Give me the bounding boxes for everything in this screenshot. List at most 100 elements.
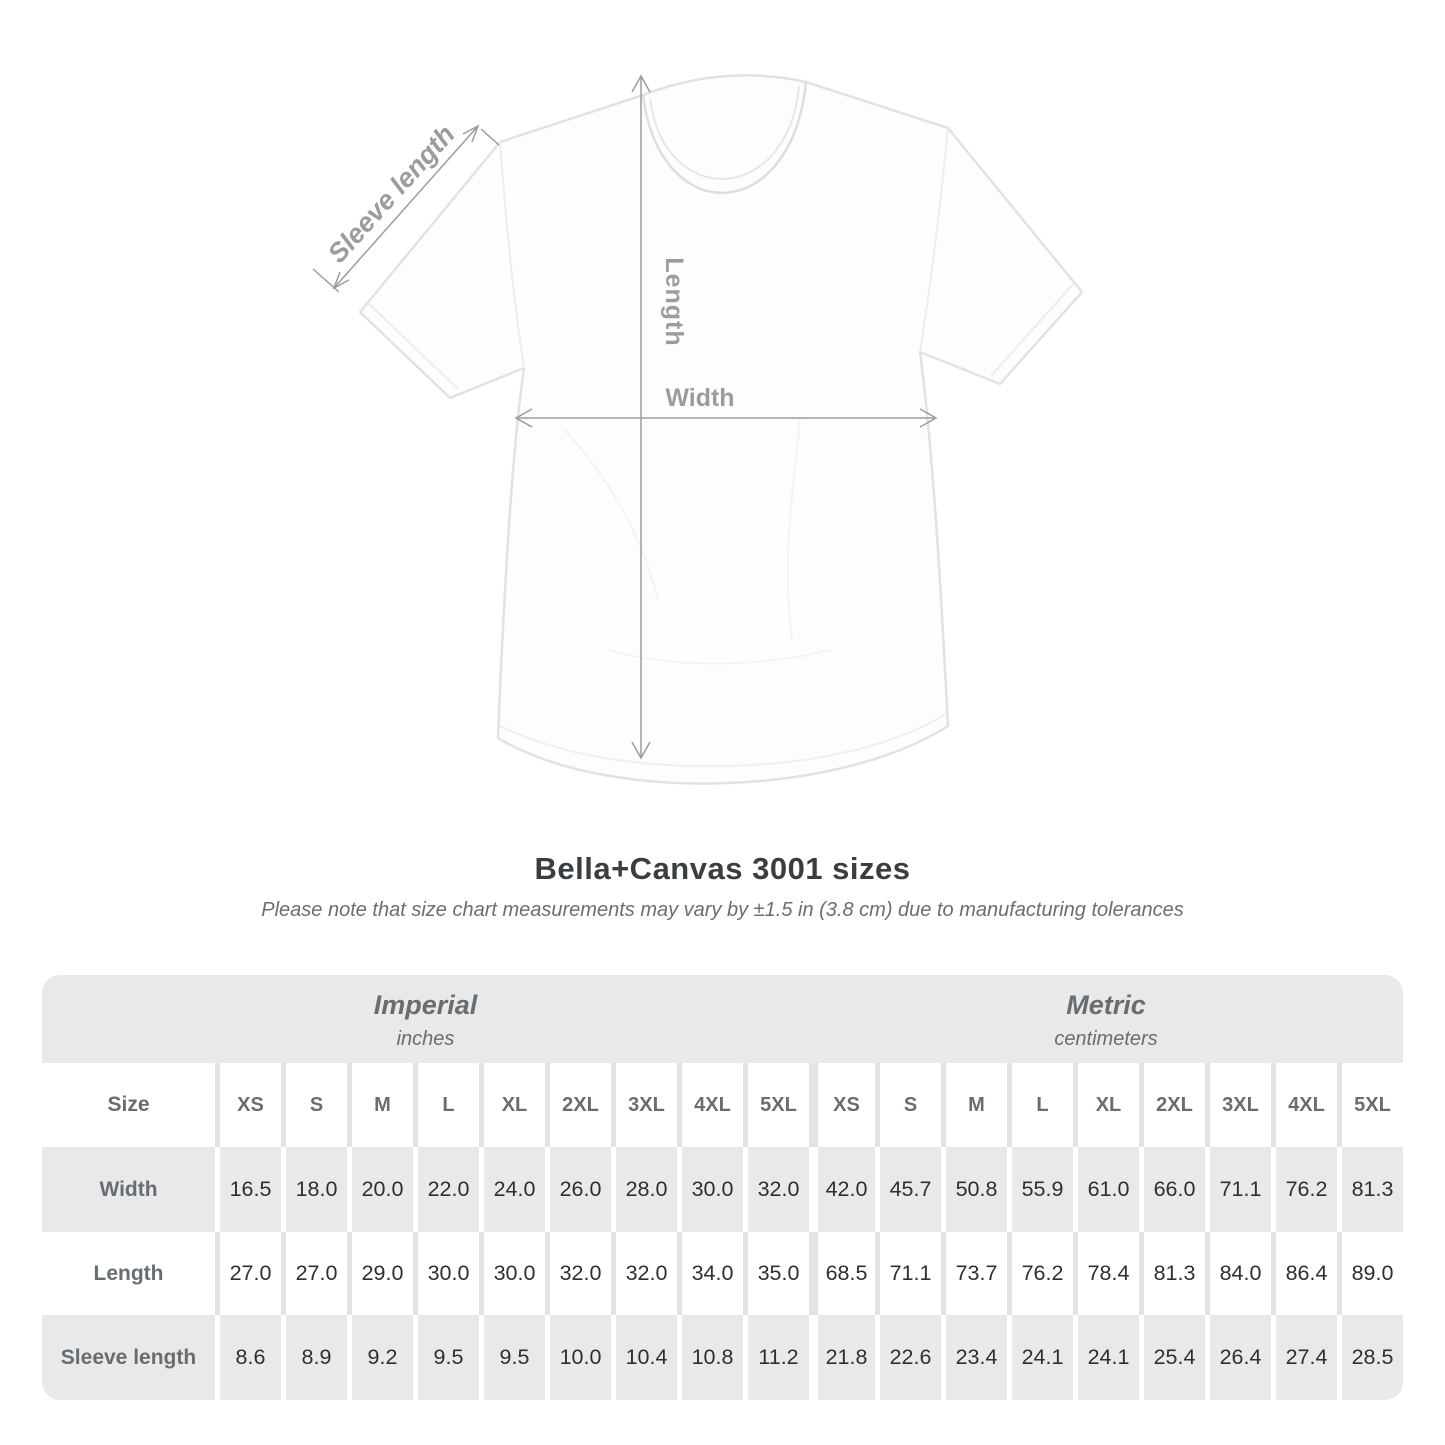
width-label: Width <box>665 384 734 412</box>
page-title: Bella+Canvas 3001 sizes <box>534 851 911 886</box>
value-cell: 81.3 <box>1139 1232 1205 1315</box>
value-cell: 61.0 <box>1073 1147 1139 1232</box>
value-cell: 23.4 <box>941 1315 1007 1400</box>
imperial-header-unit: inches <box>396 1027 455 1050</box>
row-label: Sleeve length <box>60 1345 197 1369</box>
value-cell: 78.4 <box>1073 1232 1139 1315</box>
value-cell: 30.0 <box>413 1232 479 1315</box>
value-cell: 9.5 <box>479 1315 545 1400</box>
left-sleeve-seam <box>499 141 525 369</box>
table-row: Length 27.0 27.0 29.0 30.0 30.0 32.0 32.0 34.0 35… <box>42 1232 1403 1315</box>
size-cell: 4XL <box>1271 1063 1337 1147</box>
size-cell: 3XL <box>1205 1063 1271 1147</box>
table-row: Sleeve length 8.6 8.9 9.2 9.5 9.5 10.0 10.4 10.8… <box>42 1315 1403 1400</box>
value-cell: 71.1 <box>1205 1147 1271 1232</box>
value-cell: 9.2 <box>347 1315 413 1400</box>
value-cell: 45.7 <box>875 1147 941 1232</box>
collar-outer-seam <box>641 81 808 195</box>
value-cell: 8.9 <box>281 1315 347 1400</box>
wrinkle-lines <box>564 419 831 665</box>
value-cell: 27.0 <box>215 1232 281 1315</box>
value-cell: 30.0 <box>677 1147 743 1232</box>
size-cell: 5XL <box>1337 1063 1403 1147</box>
size-cell: S <box>281 1063 347 1147</box>
size-cell: XS <box>809 1063 875 1147</box>
value-cell: 26.0 <box>545 1147 611 1232</box>
value-cell: 24.1 <box>1007 1315 1073 1400</box>
size-table-body: Size XS S M L XL 2XL 3XL 4XL 5XL XS S M L XL 2XL 3XL 4XL 5… <box>42 1063 1403 1400</box>
row-label: Width <box>99 1177 158 1201</box>
value-cell: 25.4 <box>1139 1315 1205 1400</box>
value-cell: 18.0 <box>281 1147 347 1232</box>
value-cell: 28.0 <box>611 1147 677 1232</box>
value-cell: 24.0 <box>479 1147 545 1232</box>
value-cell: 35.0 <box>743 1232 809 1315</box>
right-cuff-stitch <box>990 283 1074 377</box>
imperial-header: Imperial inches <box>42 975 809 1063</box>
value-cell: 24.1 <box>1073 1315 1139 1400</box>
value-cell: 32.0 <box>743 1147 809 1232</box>
size-cell: 3XL <box>611 1063 677 1147</box>
size-cell: M <box>941 1063 1007 1147</box>
value-cell: 32.0 <box>611 1232 677 1315</box>
size-table: Imperial inches Metric centimeters Size X… <box>42 975 1403 1400</box>
metric-header-unit: centimeters <box>1054 1027 1158 1050</box>
value-cell: 11.2 <box>743 1315 809 1400</box>
value-cell: 32.0 <box>545 1232 611 1315</box>
size-row-label: Size <box>107 1093 150 1116</box>
size-cell: S <box>875 1063 941 1147</box>
value-cell: 22.0 <box>413 1147 479 1232</box>
value-cell: 73.7 <box>941 1232 1007 1315</box>
tshirt-diagram: Sleeve length Length Width <box>312 74 1084 785</box>
value-cell: 30.0 <box>479 1232 545 1315</box>
value-cell: 27.0 <box>281 1232 347 1315</box>
length-arrow <box>631 74 651 760</box>
size-cell: 2XL <box>1139 1063 1205 1147</box>
value-cell: 10.8 <box>677 1315 743 1400</box>
tshirt-shape <box>358 74 1084 785</box>
size-cell: 4XL <box>677 1063 743 1147</box>
size-cell: 5XL <box>743 1063 809 1147</box>
value-cell: 34.0 <box>677 1232 743 1315</box>
value-cell: 26.4 <box>1205 1315 1271 1400</box>
left-cuff-stitch <box>367 302 459 390</box>
table-unit-header-row: Imperial inches Metric centimeters <box>42 975 1403 1063</box>
value-cell: 28.5 <box>1337 1315 1403 1400</box>
size-cell: XL <box>479 1063 545 1147</box>
value-cell: 76.2 <box>1007 1232 1073 1315</box>
value-cell: 89.0 <box>1337 1232 1403 1315</box>
metric-header-title: Metric <box>1066 989 1146 1020</box>
value-cell: 29.0 <box>347 1232 413 1315</box>
collar-inner-seam <box>649 85 800 180</box>
value-cell: 86.4 <box>1271 1232 1337 1315</box>
value-cell: 10.4 <box>611 1315 677 1400</box>
size-cell: L <box>413 1063 479 1147</box>
value-cell: 20.0 <box>347 1147 413 1232</box>
metric-header: Metric centimeters <box>809 975 1403 1063</box>
value-cell: 21.8 <box>809 1315 875 1400</box>
hem-stitch <box>499 713 947 768</box>
value-cell: 71.1 <box>875 1232 941 1315</box>
value-cell: 84.0 <box>1205 1232 1271 1315</box>
value-cell: 8.6 <box>215 1315 281 1400</box>
value-cell: 27.4 <box>1271 1315 1337 1400</box>
row-label: Length <box>93 1261 164 1285</box>
right-sleeve-seam <box>919 127 949 353</box>
size-header-row: Size XS S M L XL 2XL 3XL 4XL 5XL XS S M L XL 2XL 3XL 4XL 5… <box>42 1063 1403 1147</box>
size-cell: XS <box>215 1063 281 1147</box>
size-cell: XL <box>1073 1063 1139 1147</box>
value-cell: 55.9 <box>1007 1147 1073 1232</box>
length-label: Length <box>660 257 688 346</box>
width-arrow <box>514 408 938 428</box>
value-cell: 42.0 <box>809 1147 875 1232</box>
value-cell: 9.5 <box>413 1315 479 1400</box>
value-cell: 16.5 <box>215 1147 281 1232</box>
page-subtitle: Please note that size chart measurements… <box>261 899 1184 921</box>
imperial-header-title: Imperial <box>373 989 478 1020</box>
tshirt-graphic: Sleeve length Length Width <box>312 74 1084 785</box>
value-cell: 10.0 <box>545 1315 611 1400</box>
size-cell: L <box>1007 1063 1073 1147</box>
value-cell: 68.5 <box>809 1232 875 1315</box>
size-cell: 2XL <box>545 1063 611 1147</box>
